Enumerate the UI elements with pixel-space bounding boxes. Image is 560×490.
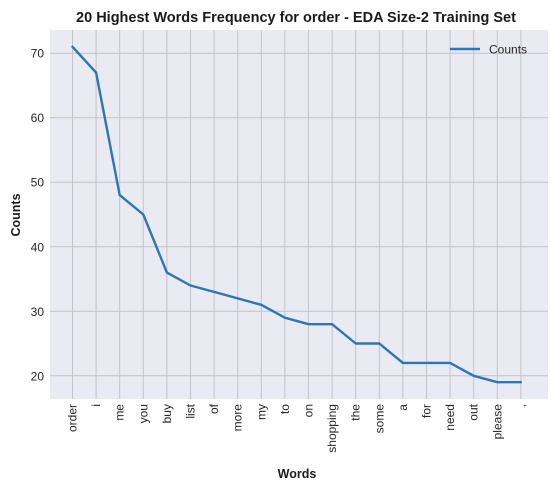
x-gridlines bbox=[72, 30, 522, 399]
y-axis-label: Counts bbox=[9, 193, 23, 236]
y-tick-label: 70 bbox=[31, 47, 45, 61]
x-tick-label: my bbox=[254, 404, 268, 420]
x-tick-label: to bbox=[278, 404, 292, 414]
x-tick-label: need bbox=[443, 404, 457, 431]
y-tick-labels: 20 30 40 50 60 70 bbox=[31, 47, 45, 384]
x-tick-label: order bbox=[66, 404, 80, 432]
chart-title: 20 Highest Words Frequency for order - E… bbox=[76, 10, 516, 26]
x-tick-label: i bbox=[89, 404, 103, 407]
y-gridlines bbox=[50, 52, 548, 377]
x-tick-label: more bbox=[231, 404, 245, 432]
x-tick-label: me bbox=[113, 404, 127, 421]
x-tick-label: for bbox=[420, 404, 434, 418]
x-tick-label: shopping bbox=[325, 404, 339, 453]
y-tick-label: 50 bbox=[31, 176, 45, 190]
x-tick-label: some bbox=[372, 404, 386, 434]
x-tick-label: list bbox=[184, 403, 198, 418]
x-tick-label: of bbox=[207, 403, 221, 414]
x-tick-label: you bbox=[136, 404, 150, 423]
legend: Counts bbox=[450, 43, 527, 57]
x-tick-label: please bbox=[490, 404, 504, 440]
y-tick-label: 60 bbox=[31, 111, 45, 125]
plot-area bbox=[50, 30, 548, 399]
x-tick-label: out bbox=[467, 403, 481, 420]
x-tick-label: buy bbox=[160, 404, 174, 423]
y-tick-label: 30 bbox=[31, 305, 45, 319]
y-tick-label: 40 bbox=[31, 240, 45, 254]
x-tick-label: on bbox=[302, 404, 316, 417]
series-line-counts bbox=[71, 45, 523, 384]
x-tick-label: a bbox=[396, 404, 410, 411]
x-tick-label: , bbox=[514, 404, 528, 407]
x-axis-label: Words bbox=[278, 467, 317, 481]
legend-label-counts: Counts bbox=[489, 43, 527, 57]
y-tick-label: 20 bbox=[31, 369, 45, 383]
x-tick-labels: order i me you buy list of more my to on shopping th… bbox=[66, 403, 528, 452]
series-group bbox=[71, 45, 523, 384]
x-tick-label: the bbox=[349, 404, 363, 421]
